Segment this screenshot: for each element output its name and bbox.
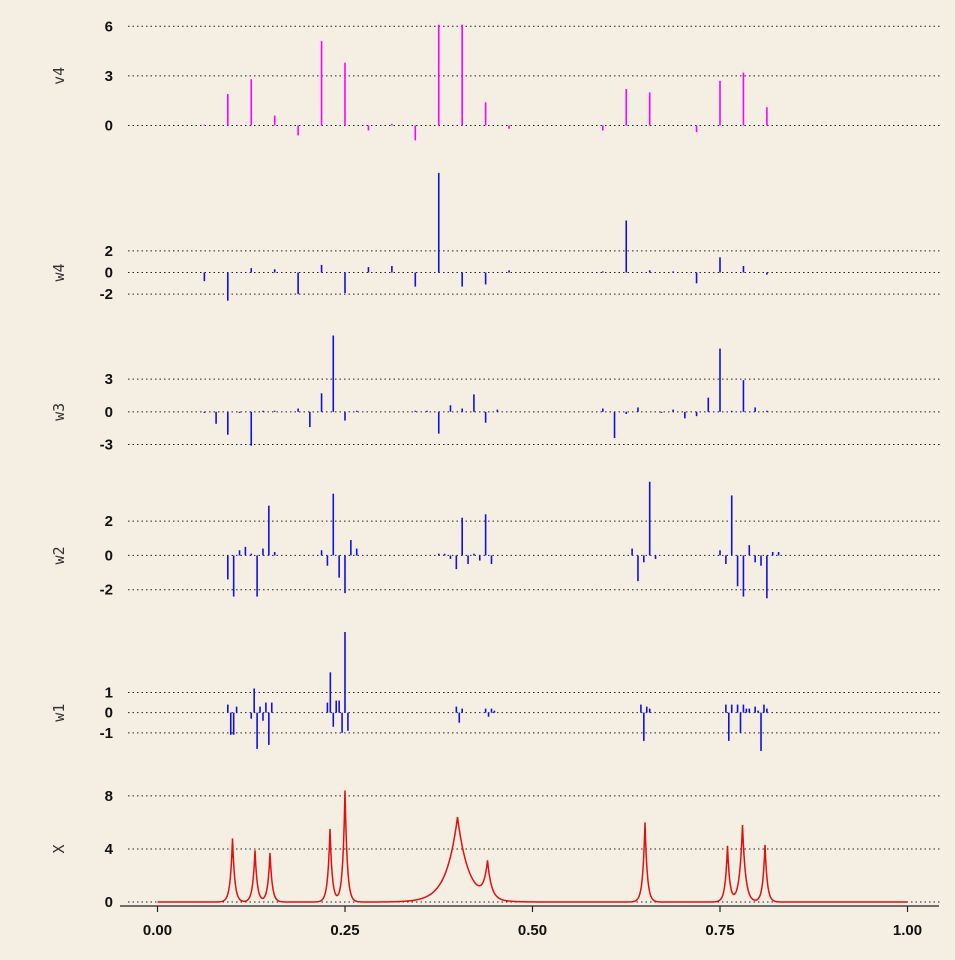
panel-label-w1: w1	[50, 704, 68, 722]
ytick-label-w1-2: 1	[105, 685, 113, 702]
signal-line-X	[157, 790, 908, 903]
panel-label-w4: w4	[50, 263, 68, 281]
ytick-label-w3-2: 3	[105, 371, 113, 388]
panel-label-w3: w3	[50, 403, 68, 421]
panel-label-v4: v4	[50, 67, 68, 85]
ytick-label-w1-0: -1	[100, 725, 113, 742]
panel-label-X: X	[50, 844, 68, 853]
ytick-label-w4-1: 0	[105, 265, 113, 282]
ytick-label-X-0: 0	[105, 894, 113, 911]
x-tick-label-4: 1.00	[893, 922, 922, 939]
ytick-label-w3-1: 0	[105, 404, 113, 421]
ytick-label-w2-2: 2	[105, 513, 113, 530]
x-tick-label-1: 0.25	[330, 922, 359, 939]
ytick-label-w2-0: -2	[100, 582, 113, 599]
x-tick-label-0: 0.00	[143, 922, 172, 939]
ytick-label-X-2: 8	[105, 788, 113, 805]
ytick-label-v4-1: 3	[105, 68, 113, 85]
ytick-label-w4-0: -2	[100, 286, 113, 303]
x-tick-label-2: 0.50	[518, 922, 547, 939]
ytick-label-X-1: 4	[105, 841, 114, 858]
ytick-label-w3-0: -3	[100, 437, 113, 454]
x-tick-label-3: 0.75	[705, 922, 734, 939]
ytick-label-v4-2: 6	[105, 18, 113, 35]
ytick-label-w4-2: 2	[105, 243, 113, 260]
ytick-label-w2-1: 0	[105, 547, 113, 564]
panel-label-w2: w2	[50, 546, 68, 564]
ytick-label-w1-1: 0	[105, 705, 113, 722]
ytick-label-v4-0: 0	[105, 117, 113, 134]
